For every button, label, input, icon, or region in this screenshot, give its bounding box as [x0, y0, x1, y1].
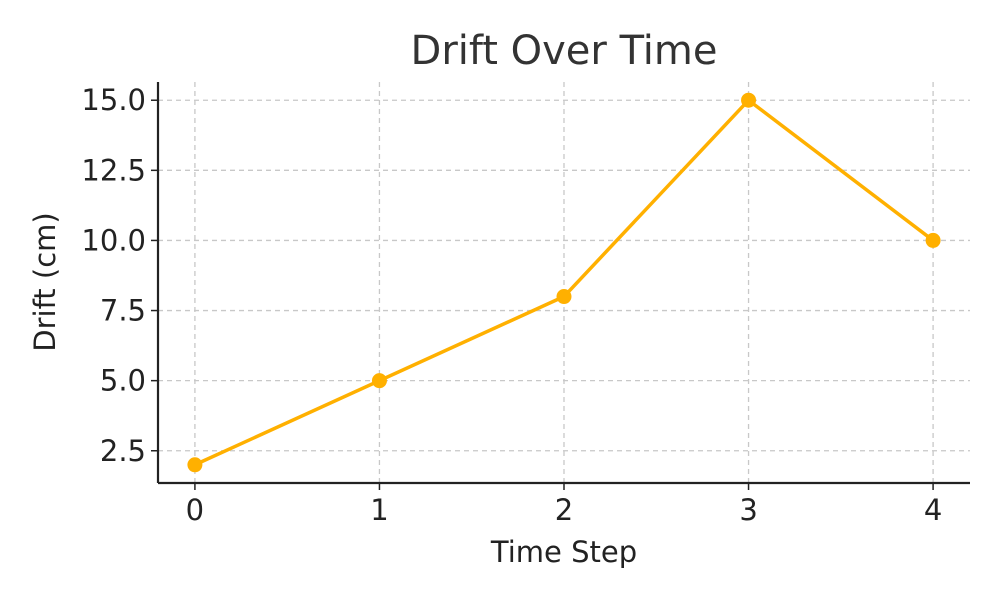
y-tick-label: 15.0 [81, 83, 146, 117]
x-tick-label: 3 [739, 493, 757, 527]
grid-lines [158, 82, 970, 483]
x-axis-label: Time Step [490, 535, 637, 569]
data-point [371, 373, 387, 389]
data-point [187, 457, 203, 473]
x-tick-label: 0 [186, 493, 204, 527]
y-axis-label: Drift (cm) [28, 212, 62, 351]
y-tick-label: 10.0 [81, 223, 146, 257]
y-tick-label: 2.5 [100, 434, 146, 468]
data-point [925, 232, 941, 248]
x-tick-label: 2 [555, 493, 573, 527]
data-series [187, 92, 941, 473]
axes [151, 82, 970, 490]
y-tick-label: 7.5 [100, 294, 146, 328]
data-point [741, 92, 757, 108]
y-tick-label: 12.5 [81, 153, 146, 187]
data-point [556, 289, 572, 305]
y-tick-label: 5.0 [100, 364, 146, 398]
x-tick-label: 4 [924, 493, 942, 527]
x-tick-label: 1 [370, 493, 388, 527]
chart-title: Drift Over Time [411, 28, 718, 74]
tick-labels: 0 1 2 3 4 2.5 5.0 7.5 10.0 12.5 15.0 [81, 83, 942, 527]
